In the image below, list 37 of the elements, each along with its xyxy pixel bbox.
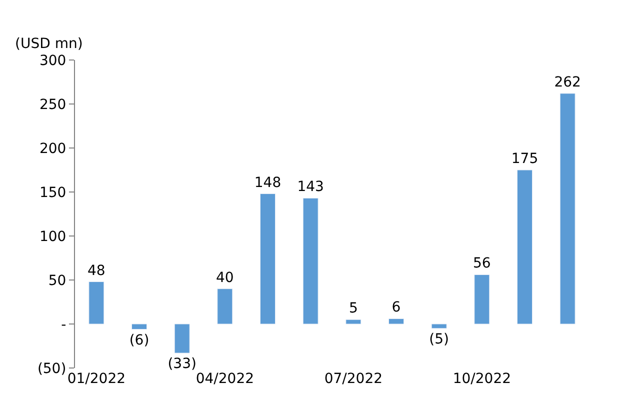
y-axis-title: (USD mn) [15,36,83,52]
data-label: 40 [216,270,234,286]
y-tick-label: 200 [39,140,66,157]
data-label: (6) [129,332,150,348]
x-tick-label: 04/2022 [196,371,254,387]
y-tick-label: 100 [39,228,66,245]
data-label: 143 [297,179,324,196]
data-label: 6 [392,300,401,316]
bar [388,318,404,324]
x-tick-label: 07/2022 [324,371,383,387]
bar [560,93,576,324]
bar [302,198,318,324]
data-label: (33) [168,356,196,372]
bar [517,170,532,324]
bar [431,324,447,329]
y-tick-label: 300 [39,52,66,69]
y-tick-label: 150 [39,184,66,201]
x-tick-label: 01/2022 [67,371,126,387]
data-label: 262 [554,74,581,90]
bar [217,288,233,324]
data-label: (5) [429,331,450,348]
bar [174,324,190,354]
y-tick-label: - [61,316,66,333]
data-label: 175 [511,151,538,167]
y-tick-label: (50) [37,360,66,377]
bar [88,282,104,324]
data-label: 148 [254,174,282,191]
y-tick-label: 50 [48,272,66,289]
bar [474,274,490,324]
x-tick-label: 10/2022 [452,371,512,387]
data-label: 5 [348,300,358,317]
data-label: 48 [88,262,106,279]
bar [346,319,362,324]
bar [132,324,147,330]
data-label: 56 [472,256,491,272]
bar [260,194,276,324]
y-tick-label: 250 [39,96,66,113]
